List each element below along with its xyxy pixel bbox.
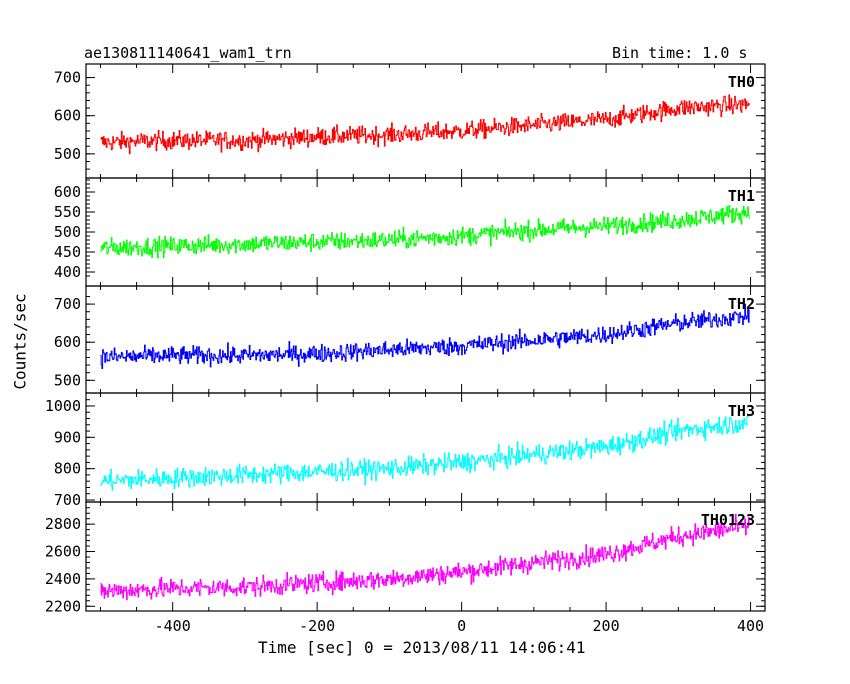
x-axis-label: Time [sec] 0 = 2013/08/11 14:06:41 <box>258 638 586 657</box>
panel-frame-th3 <box>85 392 766 503</box>
x-tick-label: -200 <box>299 617 335 635</box>
y-tick-label: 2800 <box>45 515 81 533</box>
y-tick-label: 2200 <box>45 597 81 615</box>
y-tick-label: 500 <box>54 145 81 163</box>
y-tick-label: 450 <box>54 243 81 261</box>
panel-frame-th1 <box>85 177 766 287</box>
series-label-th3: TH3 <box>728 402 755 420</box>
y-tick-label: 700 <box>54 295 81 313</box>
y-tick-label: 2600 <box>45 543 81 561</box>
series-th2-line <box>100 303 750 370</box>
y-tick-label: 550 <box>54 203 81 221</box>
y-tick-label: 600 <box>54 333 81 351</box>
x-tick-label: 200 <box>593 617 620 635</box>
y-tick-label: 900 <box>54 428 81 446</box>
y-tick-label: 800 <box>54 460 81 478</box>
series-label-th0123: TH0123 <box>701 511 755 529</box>
y-tick-label: 400 <box>54 263 81 281</box>
x-tick-label: 400 <box>737 617 764 635</box>
series-label-th0: TH0 <box>728 73 755 91</box>
chart-title: ae130811140641_wam1_trn <box>84 44 292 62</box>
series-label-th1: TH1 <box>728 187 755 205</box>
y-tick-label: 1000 <box>45 397 81 415</box>
y-tick-label: 2400 <box>45 570 81 588</box>
series-th3-line <box>100 414 750 491</box>
bin-time-label: Bin time: 1.0 s <box>612 44 748 62</box>
y-tick-label: 600 <box>54 183 81 201</box>
y-tick-label: 700 <box>54 491 81 509</box>
y-tick-label: 500 <box>54 371 81 389</box>
panel-frame-th2 <box>85 285 766 394</box>
y-tick-label: 500 <box>54 223 81 241</box>
x-tick-label: -400 <box>155 617 191 635</box>
x-tick-label: 0 <box>457 617 466 635</box>
series-th0-line <box>100 94 750 155</box>
panel-frame-th0123 <box>85 501 766 612</box>
y-axis-label: Counts/sec <box>10 293 30 390</box>
y-tick-label: 700 <box>54 69 81 87</box>
panel-frame-th0 <box>85 63 766 179</box>
series-label-th2: TH2 <box>728 295 755 313</box>
series-th1-line <box>100 205 750 259</box>
y-tick-label: 600 <box>54 107 81 125</box>
series-th0123-line <box>100 514 750 601</box>
